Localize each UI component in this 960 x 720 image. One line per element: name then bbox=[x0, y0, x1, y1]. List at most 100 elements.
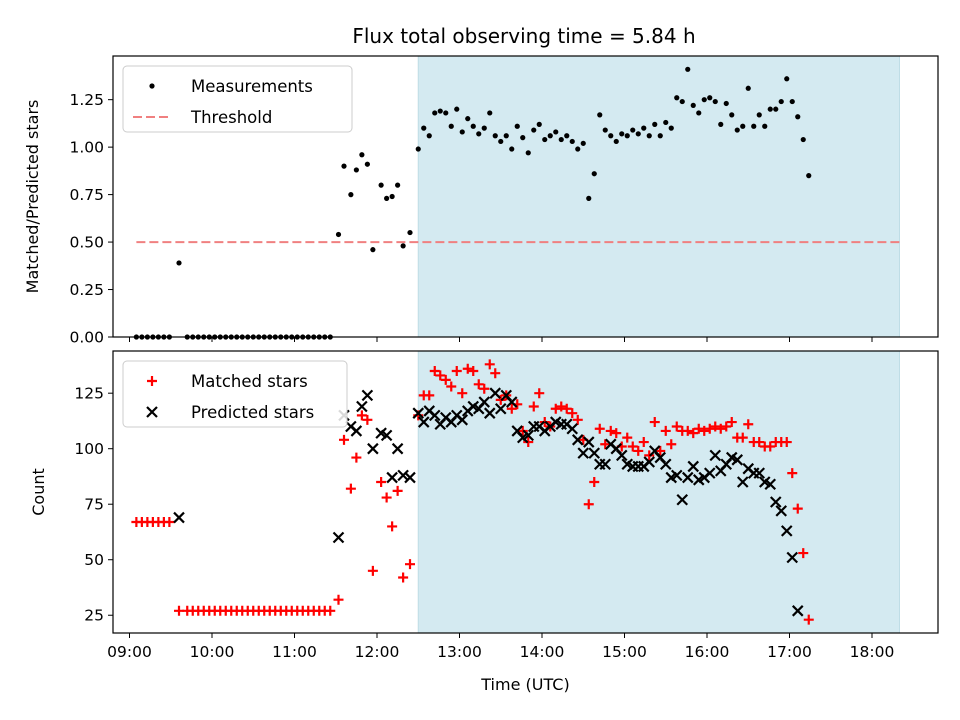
predicted-star-point bbox=[703, 467, 716, 479]
matched-star-point bbox=[572, 414, 583, 425]
matched-star-point bbox=[682, 425, 693, 436]
measurement-point bbox=[575, 146, 581, 152]
matched-star-point bbox=[649, 417, 660, 428]
matched-star-point bbox=[671, 421, 682, 432]
measurement-point bbox=[569, 138, 575, 145]
predicted-star-point bbox=[676, 493, 689, 506]
measurement-point bbox=[718, 121, 724, 127]
predicted-star-point bbox=[659, 458, 672, 471]
matched-star-point bbox=[611, 428, 622, 439]
matched-star-point bbox=[462, 363, 473, 374]
x-tick-label: 14:00 bbox=[520, 643, 565, 661]
matched-star-point bbox=[376, 477, 387, 488]
matched-star-point bbox=[605, 425, 616, 436]
measurement-point bbox=[701, 97, 707, 103]
matched-star-point bbox=[339, 434, 349, 445]
matched-star-point bbox=[398, 572, 409, 583]
measurement-point bbox=[348, 192, 354, 198]
x-tick-label: 12:00 bbox=[355, 643, 400, 661]
measurement-point bbox=[335, 231, 342, 238]
measurement-point bbox=[465, 116, 471, 122]
predicted-star-point bbox=[380, 429, 393, 442]
matched-star-point bbox=[506, 403, 517, 414]
measurement-point bbox=[635, 131, 641, 137]
measurement-point bbox=[476, 131, 482, 137]
measurement-point bbox=[553, 129, 559, 135]
predicted-star-point bbox=[775, 505, 788, 517]
measurement-point bbox=[597, 112, 603, 118]
predicted-star-point bbox=[173, 511, 185, 524]
predicted-star-point bbox=[681, 471, 694, 484]
matched-star-point bbox=[660, 425, 671, 436]
x-tick-label: 18:00 bbox=[850, 643, 895, 661]
measurement-point bbox=[498, 138, 504, 145]
matched-star-point bbox=[451, 365, 462, 376]
matched-star-point bbox=[633, 445, 644, 456]
matched-star-point bbox=[381, 492, 392, 503]
matched-star-point bbox=[333, 594, 344, 605]
measurement-point bbox=[426, 133, 432, 139]
measurement-point bbox=[685, 66, 691, 72]
predicted-star-point bbox=[361, 389, 374, 402]
matched-star-point bbox=[600, 439, 611, 450]
matched-star-point bbox=[556, 401, 567, 412]
predicted-star-point bbox=[764, 478, 777, 491]
matched-star-point bbox=[803, 614, 814, 625]
matched-star-point bbox=[710, 421, 721, 432]
measurement-point bbox=[619, 131, 625, 137]
y-tick-label: 25 bbox=[84, 607, 104, 625]
predicted-star-point bbox=[780, 525, 793, 537]
predicted-star-point bbox=[643, 456, 656, 468]
measurement-point bbox=[674, 95, 680, 101]
measurement-point bbox=[756, 112, 762, 118]
measurement-point bbox=[564, 133, 570, 139]
predicted-star-point bbox=[791, 605, 804, 617]
measurement-point bbox=[668, 125, 674, 131]
legend-marker-matched bbox=[147, 376, 157, 386]
measurement-point bbox=[696, 110, 702, 116]
predicted-star-point bbox=[588, 447, 601, 459]
axes-frame bbox=[112, 350, 939, 634]
measurement-point bbox=[384, 195, 390, 201]
measurement-point bbox=[364, 161, 370, 167]
predicted-star-point bbox=[753, 467, 766, 479]
x-tick-label: 17:00 bbox=[767, 643, 812, 661]
matched-star-point bbox=[164, 516, 175, 527]
matched-star-point bbox=[792, 503, 803, 514]
measurement-point bbox=[789, 98, 795, 105]
measurement-point bbox=[525, 150, 531, 156]
predicted-star-point bbox=[456, 414, 469, 426]
y-tick-label: 0.00 bbox=[69, 329, 104, 347]
measurement-point bbox=[679, 98, 685, 105]
matched-star-point bbox=[457, 388, 468, 399]
matched-star-point bbox=[726, 417, 737, 428]
matched-star-point bbox=[787, 468, 798, 479]
series-matched-stars bbox=[131, 359, 814, 625]
matched-star-point bbox=[798, 548, 809, 559]
matched-star-point bbox=[362, 414, 373, 425]
predicted-star-point bbox=[615, 449, 628, 462]
matched-star-point bbox=[550, 403, 561, 414]
predicted-star-point bbox=[489, 387, 502, 399]
y-tick-label: 100 bbox=[74, 440, 104, 458]
measurement-point bbox=[547, 133, 553, 139]
measurement-point bbox=[767, 106, 773, 112]
measurement-point bbox=[806, 173, 812, 179]
legend: Measurements Threshold bbox=[122, 65, 353, 133]
x-tick-label: 10:00 bbox=[190, 643, 235, 661]
matched-star-point bbox=[473, 379, 484, 390]
measurement-point bbox=[400, 243, 406, 249]
matched-star-point bbox=[468, 365, 479, 376]
matched-star-point bbox=[622, 432, 633, 443]
predicted-star-point bbox=[350, 425, 363, 437]
matched-star-point bbox=[765, 441, 776, 452]
predicted-star-point bbox=[404, 471, 416, 484]
measurement-point bbox=[370, 247, 376, 253]
matched-star-point bbox=[528, 401, 539, 412]
x-tick-label: 09:00 bbox=[107, 643, 152, 661]
matched-star-point bbox=[627, 441, 638, 452]
observing-window-shade bbox=[417, 350, 900, 634]
matched-star-point bbox=[387, 521, 398, 532]
matched-star-point bbox=[737, 432, 748, 443]
legend-label: Matched stars bbox=[191, 372, 308, 391]
